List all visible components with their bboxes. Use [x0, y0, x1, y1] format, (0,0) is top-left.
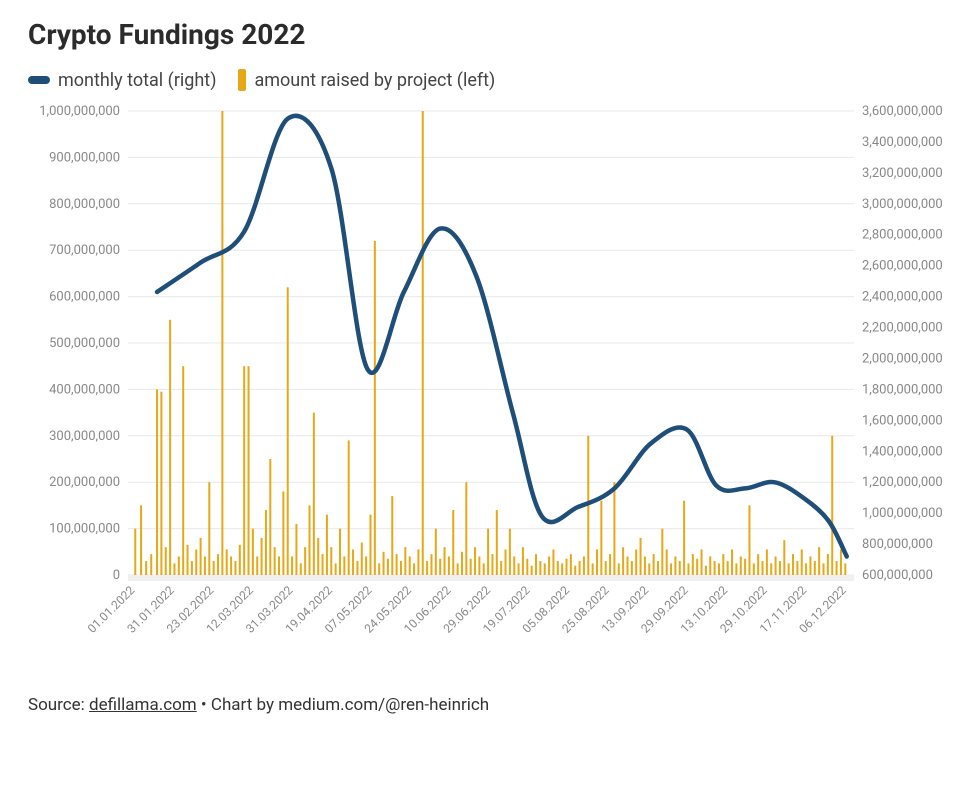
svg-text:800,000,000: 800,000,000	[49, 197, 120, 212]
svg-text:700,000,000: 700,000,000	[49, 243, 120, 258]
chart-title: Crypto Fundings 2022	[28, 18, 944, 51]
svg-text:100,000,000: 100,000,000	[49, 522, 120, 537]
svg-text:0: 0	[113, 568, 120, 583]
line-swatch-icon	[28, 76, 50, 84]
chart-container: Crypto Fundings 2022 monthly total (righ…	[0, 0, 972, 790]
svg-text:3,600,000,000: 3,600,000,000	[862, 105, 943, 119]
svg-text:2,600,000,000: 2,600,000,000	[862, 259, 943, 274]
svg-text:600,000,000: 600,000,000	[49, 290, 120, 305]
svg-text:200,000,000: 200,000,000	[49, 475, 120, 490]
chart-plot: 0 100,000,000 200,000,000 300,000,000 400,00…	[28, 105, 944, 685]
source-prefix: Source:	[28, 695, 89, 715]
source-suffix: • Chart by medium.com/@ren-heinrich	[197, 695, 489, 715]
legend-bar-label: amount raised by project (left)	[254, 70, 495, 91]
svg-text:500,000,000: 500,000,000	[49, 336, 120, 351]
svg-text:2,200,000,000: 2,200,000,000	[862, 321, 943, 336]
svg-text:1,800,000,000: 1,800,000,000	[862, 382, 943, 397]
svg-text:300,000,000: 300,000,000	[49, 429, 120, 444]
svg-text:1,000,000,000: 1,000,000,000	[39, 105, 120, 119]
chart-source: Source: defillama.com • Chart by medium.…	[28, 695, 944, 715]
bar-swatch-icon	[238, 69, 246, 91]
svg-text:900,000,000: 900,000,000	[49, 150, 120, 165]
svg-text:2,400,000,000: 2,400,000,000	[862, 290, 943, 305]
legend: monthly total (right) amount raised by p…	[28, 69, 944, 91]
svg-text:1,400,000,000: 1,400,000,000	[862, 444, 943, 459]
svg-text:600,000,000: 600,000,000	[862, 568, 933, 583]
legend-item-line: monthly total (right)	[28, 70, 216, 91]
svg-text:3,200,000,000: 3,200,000,000	[862, 166, 943, 181]
svg-text:1,200,000,000: 1,200,000,000	[862, 475, 943, 490]
svg-text:1,600,000,000: 1,600,000,000	[862, 413, 943, 428]
source-link[interactable]: defillama.com	[89, 695, 197, 715]
legend-line-label: monthly total (right)	[58, 70, 216, 91]
svg-text:800,000,000: 800,000,000	[862, 537, 933, 552]
svg-text:400,000,000: 400,000,000	[49, 382, 120, 397]
chart-svg: 0 100,000,000 200,000,000 300,000,000 400,00…	[28, 105, 944, 685]
svg-text:1,000,000,000: 1,000,000,000	[862, 506, 943, 521]
svg-text:3,400,000,000: 3,400,000,000	[862, 135, 943, 150]
svg-text:3,000,000,000: 3,000,000,000	[862, 197, 943, 212]
svg-text:2,000,000,000: 2,000,000,000	[862, 351, 943, 366]
svg-text:2,800,000,000: 2,800,000,000	[862, 228, 943, 243]
legend-item-bar: amount raised by project (left)	[238, 69, 495, 91]
